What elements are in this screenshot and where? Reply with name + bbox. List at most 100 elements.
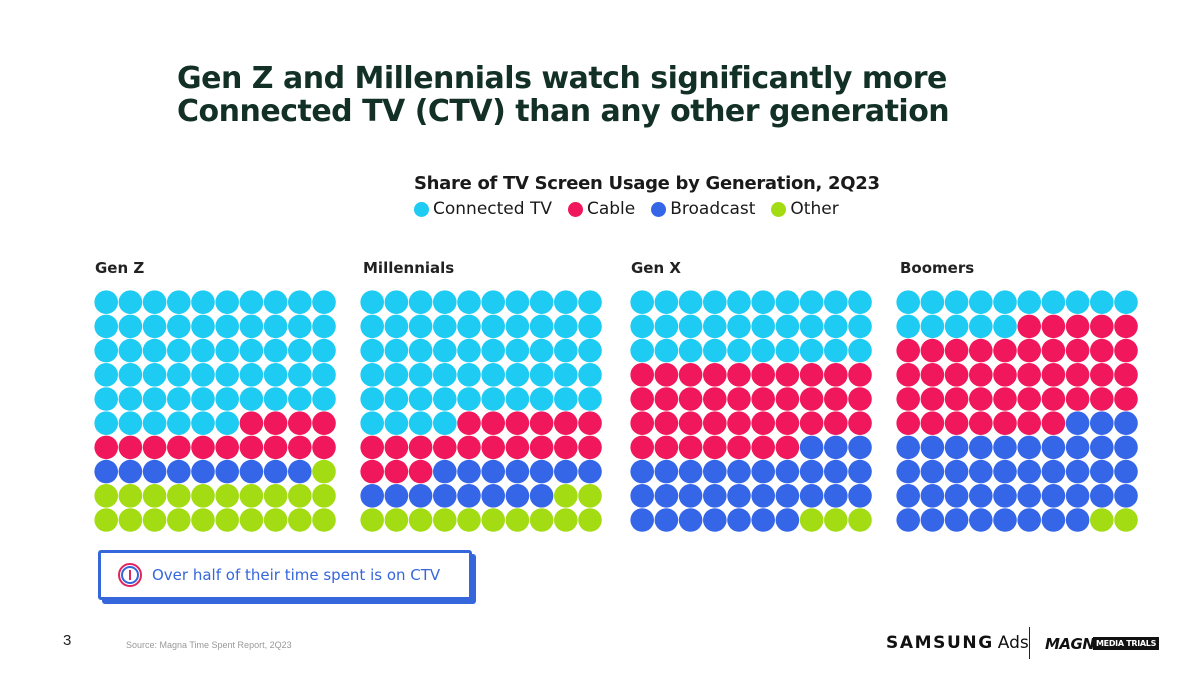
waffle-dot-other: [239, 484, 264, 508]
waffle-dot-connected-tv: [384, 387, 409, 411]
waffle-dot-broadcast: [1090, 459, 1114, 484]
page-number: 3: [63, 632, 72, 649]
waffle-dot-cable: [578, 411, 602, 435]
waffle-dot-cable: [288, 411, 312, 435]
waffle-dot-connected-tv: [969, 290, 993, 314]
waffle-dot-cable: [554, 435, 578, 460]
waffle-dot-broadcast: [993, 459, 1017, 484]
samsung-ads-logo: SAMSUNG Ads: [886, 633, 1029, 653]
waffle-dot-broadcast: [239, 459, 264, 484]
waffle-dot-cable: [654, 435, 679, 460]
waffle-dot-cable: [920, 411, 945, 435]
waffle-dot-broadcast: [1041, 508, 1066, 532]
source-note: Source: Magna Time Spent Report, 2Q23: [126, 640, 292, 650]
waffle-dot-cable: [824, 387, 848, 411]
waffle-dot-cable: [751, 363, 775, 387]
waffle-dot-cable: [920, 338, 945, 363]
waffle-dot-connected-tv: [920, 290, 945, 314]
waffle-dot-cable: [1114, 387, 1138, 411]
waffle-dot-cable: [1114, 363, 1138, 387]
waffle-dot-connected-tv: [481, 314, 505, 339]
waffle-dot-connected-tv: [1065, 290, 1090, 314]
waffle-dot-cable: [505, 411, 530, 435]
waffle-dot-connected-tv: [142, 314, 167, 339]
waffle-dot-broadcast: [654, 508, 679, 532]
waffle-dot-connected-tv: [433, 314, 457, 339]
waffle-dot-cable: [1065, 338, 1090, 363]
waffle-dot-connected-tv: [142, 290, 167, 314]
waffle-dot-cable: [703, 387, 727, 411]
waffle-dot-other: [215, 484, 239, 508]
waffle-dot-cable: [630, 363, 654, 387]
waffle-dot-connected-tv: [578, 290, 602, 314]
waffle-dot-broadcast: [630, 459, 654, 484]
waffle-dot-connected-tv: [239, 290, 264, 314]
waffle-dot-other: [1114, 508, 1138, 532]
waffle-dot-connected-tv: [481, 387, 505, 411]
waffle-dot-cable: [727, 411, 751, 435]
waffle-dot-broadcast: [751, 508, 775, 532]
waffle-dot-other: [167, 484, 191, 508]
legend-item-broadcast: Broadcast: [651, 199, 755, 219]
waffle-dot-broadcast: [1017, 484, 1041, 508]
waffle-dot-cable: [799, 411, 824, 435]
waffle-dot-broadcast: [1065, 508, 1090, 532]
waffle-dot-broadcast: [751, 484, 775, 508]
waffle-dot-broadcast: [703, 508, 727, 532]
waffle-dot-cable: [1017, 387, 1041, 411]
waffle-dot-connected-tv: [457, 387, 481, 411]
waffle-dot-cable: [1090, 314, 1114, 339]
magna-logo: MAGNA: [1045, 635, 1106, 653]
waffle-dot-connected-tv: [94, 314, 118, 339]
waffle-dot-cable: [848, 411, 872, 435]
waffle-dot-connected-tv: [167, 290, 191, 314]
waffle-dot-cable: [920, 387, 945, 411]
waffle-dot-connected-tv: [360, 411, 384, 435]
waffle-dot-cable: [775, 363, 800, 387]
waffle-dot-other: [263, 484, 288, 508]
waffle-dot-broadcast: [457, 459, 481, 484]
waffle-dot-cable: [630, 411, 654, 435]
waffle-dot-connected-tv: [630, 290, 654, 314]
waffle-dot-cable: [457, 435, 481, 460]
info-icon: [118, 563, 142, 587]
waffle-dot-other: [554, 484, 578, 508]
waffle-dot-connected-tv: [118, 290, 143, 314]
waffle-dot-cable: [263, 411, 288, 435]
waffle-dot-connected-tv: [654, 338, 679, 363]
waffle-dot-broadcast: [433, 484, 457, 508]
waffle-dot-other: [94, 508, 118, 532]
waffle-dot-cable: [384, 435, 409, 460]
samsung-logo-text: SAMSUNG: [886, 633, 994, 653]
waffle-dot-connected-tv: [727, 290, 751, 314]
waffle-dot-broadcast: [1041, 484, 1066, 508]
waffle-dot-connected-tv: [360, 314, 384, 339]
legend-swatch-connected-tv: [414, 201, 429, 217]
waffle-dot-connected-tv: [360, 363, 384, 387]
waffle-dot-connected-tv: [118, 411, 143, 435]
waffle-gen-z: [94, 290, 336, 532]
waffle-dot-broadcast: [94, 459, 118, 484]
panel-label-boomers: Boomers: [900, 259, 975, 277]
waffle-dot-other: [408, 508, 433, 532]
waffle-dot-other: [312, 508, 336, 532]
waffle-dot-cable: [312, 435, 336, 460]
waffle-dot-other: [142, 484, 167, 508]
waffle-dot-connected-tv: [312, 338, 336, 363]
waffle-dot-connected-tv: [215, 411, 239, 435]
waffle-dot-connected-tv: [848, 338, 872, 363]
waffle-dot-connected-tv: [703, 338, 727, 363]
waffle-dot-connected-tv: [312, 387, 336, 411]
waffle-dot-cable: [360, 435, 384, 460]
waffle-dot-broadcast: [554, 459, 578, 484]
waffle-dot-cable: [969, 338, 993, 363]
waffle-dot-broadcast: [727, 484, 751, 508]
waffle-dot-other: [239, 508, 264, 532]
waffle-dot-cable: [1090, 338, 1114, 363]
waffle-dot-connected-tv: [215, 387, 239, 411]
waffle-dot-connected-tv: [118, 338, 143, 363]
page-title: Gen Z and Millennials watch significantl…: [177, 61, 950, 129]
waffle-dot-other: [1090, 508, 1114, 532]
waffle-dot-other: [118, 484, 143, 508]
waffle-dot-connected-tv: [775, 338, 800, 363]
